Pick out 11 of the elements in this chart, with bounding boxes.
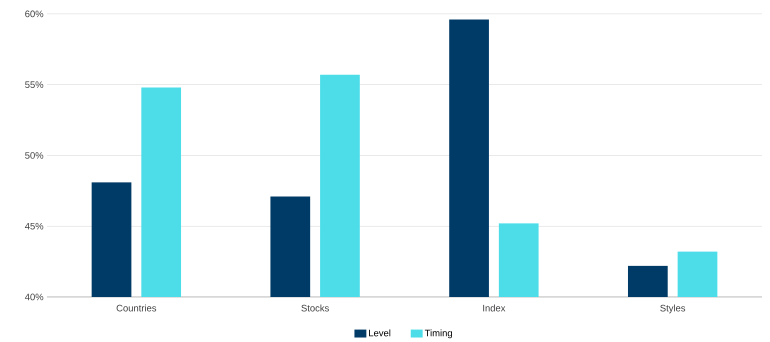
y-tick-label: 45% (24, 223, 44, 230)
legend-label: Timing (424, 330, 452, 338)
x-tick-label: Stocks (301, 304, 329, 312)
y-tick-label: 55% (25, 82, 44, 88)
x-tick-label: Countries (116, 304, 156, 312)
y-tick-label: 60% (25, 10, 44, 18)
legend-label: Level (369, 330, 390, 337)
y-tick-label: 50% (25, 152, 44, 159)
x-tick-label: Styles (660, 304, 686, 314)
x-tick-label: Index (483, 304, 506, 312)
y-tick-label: 40% (24, 294, 44, 300)
